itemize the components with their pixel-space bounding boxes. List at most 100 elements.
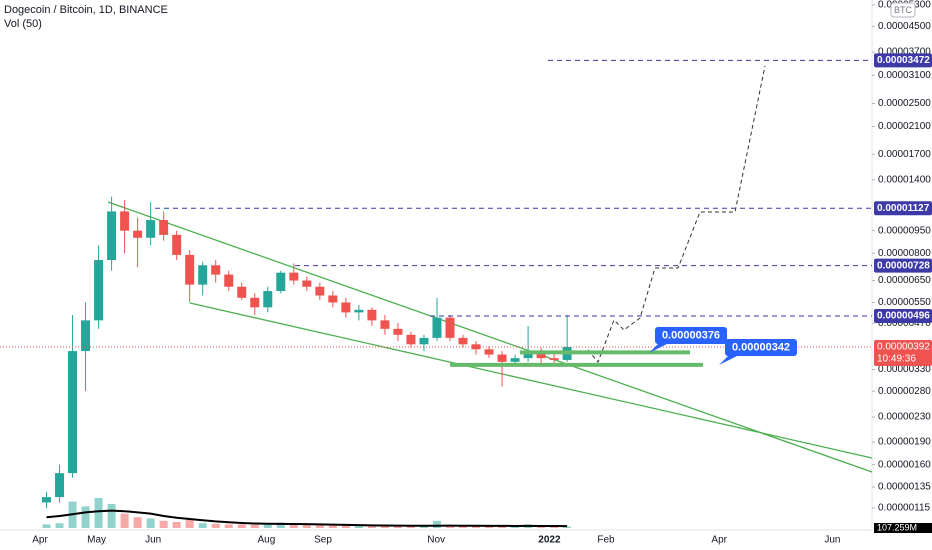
volume-bar bbox=[237, 524, 246, 528]
callout-box bbox=[725, 339, 797, 356]
y-tick-label: 0.00004500 bbox=[878, 21, 931, 32]
candle-body bbox=[185, 254, 195, 285]
currency-badge[interactable] bbox=[890, 2, 916, 18]
volume-bar bbox=[211, 523, 220, 528]
candle-body bbox=[68, 351, 78, 474]
callout-label: 0.00000342 bbox=[732, 341, 790, 353]
chart-title: Dogecoin / Bitcoin, 1D, BINANCE bbox=[4, 4, 168, 16]
volume-bar bbox=[224, 524, 233, 528]
candle-body bbox=[276, 272, 286, 292]
volume-bar bbox=[185, 519, 194, 528]
last-price-label: 0.00000392 bbox=[877, 342, 930, 353]
volume-bar bbox=[354, 525, 363, 528]
volume-bar bbox=[406, 526, 415, 528]
candle-body bbox=[549, 358, 559, 360]
y-tick-label: 0.00000550 bbox=[878, 297, 931, 308]
volume-bar bbox=[550, 526, 559, 528]
x-tick-label: Feb bbox=[597, 535, 615, 546]
volume-bar bbox=[315, 525, 324, 528]
x-tick-label: Jun bbox=[145, 535, 161, 546]
y-tick-label: 0.00000470 bbox=[878, 318, 931, 329]
volume-bar bbox=[563, 526, 572, 528]
candle-body bbox=[497, 354, 507, 362]
volume-title: Vol (50) bbox=[4, 18, 42, 30]
candle-body bbox=[432, 317, 442, 338]
x-tick-label: Aug bbox=[258, 535, 276, 546]
candle-body bbox=[159, 220, 169, 235]
volume-bar bbox=[159, 520, 168, 528]
y-tick-label: 0.00000800 bbox=[878, 248, 931, 259]
candle-body bbox=[484, 349, 494, 355]
trend-line bbox=[189, 302, 873, 459]
volume-bar bbox=[289, 523, 298, 528]
candle-body bbox=[458, 337, 468, 345]
candle-body bbox=[250, 297, 260, 308]
candle-body bbox=[120, 211, 130, 231]
x-tick-label: Jun bbox=[824, 535, 840, 546]
volume-bar bbox=[133, 517, 142, 528]
volume-bar bbox=[250, 524, 259, 528]
candle-body bbox=[94, 259, 104, 321]
volume-bar bbox=[367, 525, 376, 528]
candle-body bbox=[406, 334, 416, 345]
y-tick-label: 0.00002500 bbox=[878, 98, 931, 109]
candle-body bbox=[133, 230, 143, 238]
volume-bar bbox=[432, 520, 441, 528]
candle-body bbox=[393, 328, 403, 335]
candle-body bbox=[445, 317, 455, 338]
volume-bar bbox=[81, 506, 90, 528]
volume-label-box bbox=[874, 523, 932, 533]
volume-last-label: 107.259M bbox=[877, 522, 917, 532]
volume-bar bbox=[459, 525, 468, 528]
y-tick-label: 0.00002100 bbox=[878, 121, 931, 132]
drawings bbox=[107, 65, 873, 473]
x-tick-label: 2022 bbox=[538, 535, 561, 546]
volume-bar bbox=[537, 526, 546, 528]
volume-bar bbox=[472, 526, 481, 528]
x-tick-label: Apr bbox=[32, 535, 48, 546]
candle-body bbox=[315, 286, 325, 296]
candle-body bbox=[55, 473, 65, 498]
level-label: 0.00001127 bbox=[877, 203, 930, 214]
candle-body bbox=[211, 265, 221, 275]
x-tick-label: May bbox=[87, 535, 106, 546]
volume-bar bbox=[485, 526, 494, 528]
candle-body bbox=[328, 295, 338, 303]
volume-bar bbox=[393, 526, 402, 528]
y-tick-label: 0.00000190 bbox=[878, 437, 931, 448]
volume-bar bbox=[341, 525, 350, 528]
candle-body bbox=[107, 211, 117, 260]
volume-bar bbox=[380, 525, 389, 528]
candle-body bbox=[172, 234, 182, 255]
x-tick-label: Nov bbox=[427, 535, 445, 546]
volume-bar bbox=[55, 523, 64, 528]
callout-pointer bbox=[649, 343, 669, 353]
level-label-box bbox=[874, 201, 932, 216]
y-tick-label: 0.00000330 bbox=[878, 364, 931, 375]
level-label-box bbox=[874, 309, 932, 324]
candle-body bbox=[224, 274, 234, 287]
y-tick-label: 0.00000115 bbox=[878, 503, 931, 514]
candle-body bbox=[354, 309, 364, 313]
volume-bar bbox=[198, 523, 207, 528]
level-label: 0.00000728 bbox=[877, 260, 930, 271]
volume-bar bbox=[263, 524, 272, 528]
y-tick-label: 0.00003100 bbox=[878, 70, 931, 81]
volume-bar bbox=[107, 504, 116, 528]
volume-bar bbox=[42, 524, 51, 528]
candle-body bbox=[510, 358, 520, 362]
plot: 0.00000376 0.00000342 bbox=[0, 59, 872, 528]
volume-bar bbox=[511, 526, 520, 528]
price-axis: 0.000053000.000045000.000037000.00003100… bbox=[32, 0, 932, 546]
candle-body bbox=[146, 220, 156, 238]
candle-body bbox=[536, 351, 546, 359]
candle-body bbox=[81, 320, 91, 352]
volume-ma-line bbox=[46, 509, 568, 528]
volume-bar bbox=[419, 526, 428, 528]
currency-label: BTC bbox=[894, 5, 913, 15]
candle-body bbox=[523, 351, 533, 359]
volume-bar bbox=[94, 498, 103, 528]
level-label-box bbox=[874, 258, 932, 273]
x-tick-label: Apr bbox=[711, 535, 727, 546]
volume-bar bbox=[120, 513, 129, 528]
